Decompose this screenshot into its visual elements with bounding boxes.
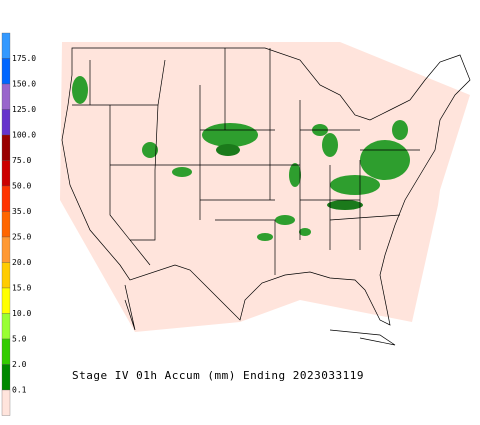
colorbar-label: 35.0 [12,207,31,216]
colorbar-label: 5.0 [12,335,27,344]
colorbar-swatch [1,211,11,238]
colorbar-label: 25.0 [12,233,31,242]
colorbar-swatch [1,58,11,85]
colorbar-swatch [1,134,11,161]
colorbar-swatch [1,32,11,59]
colorbar-swatch [1,338,11,365]
colorbar: 175.0 150.0 125.0 100.0 75.0 50.0 35.0 25.0 20.0… [1,32,36,416]
colorbar-swatch [1,287,11,314]
colorbar-label: 10.0 [12,309,31,318]
caption: Stage IV 01h Accum (mm) Ending 202303311… [72,369,364,382]
colorbar-swatch [1,236,11,263]
colorbar-swatch [1,83,11,110]
colorbar-label: 15.0 [12,284,31,293]
colorbar-label: 20.0 [12,258,31,267]
borders [61,47,471,346]
colorbar-swatch [1,185,11,212]
colorbar-label: 75.0 [12,156,31,165]
colorbar-label: 175.0 [12,54,36,63]
colorbar-swatch [1,313,11,340]
colorbar-label: 125.0 [12,105,36,114]
colorbar-swatch [1,262,11,289]
colorbar-label: 100.0 [12,131,36,140]
colorbar-label: 2.0 [12,360,27,369]
colorbar-label: 150.0 [12,80,36,89]
colorbar-swatch [1,389,11,416]
colorbar-swatch [1,160,11,187]
colorbar-label: 50.0 [12,182,31,191]
coverage-area [60,42,470,332]
colorbar-swatch [1,109,11,136]
colorbar-label: 0.1 [12,386,27,395]
colorbar-swatch [1,364,11,391]
